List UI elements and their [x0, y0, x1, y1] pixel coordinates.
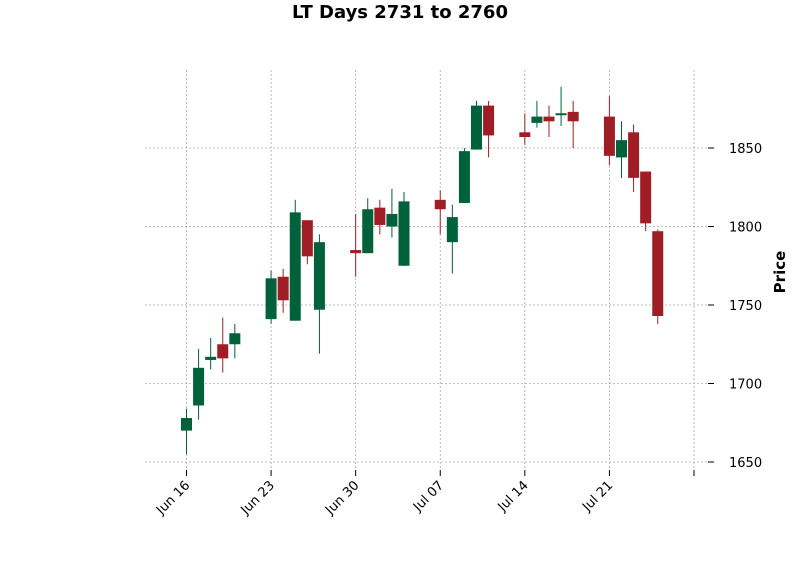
candle-body [531, 116, 543, 123]
candle [471, 100, 482, 150]
candle [374, 199, 386, 235]
candle [652, 229, 664, 324]
x-tick-label: Jun 16 [153, 478, 193, 518]
candle-body [458, 151, 470, 203]
candle-body [313, 242, 325, 310]
candle [531, 100, 543, 128]
candle-body [229, 333, 241, 345]
candle-body [301, 220, 313, 257]
candle-body [628, 132, 640, 178]
candle-body [616, 140, 627, 158]
candle-body [193, 367, 205, 406]
candle [350, 213, 362, 277]
candle [181, 408, 192, 455]
candle-body [543, 116, 555, 122]
x-tick-label: Jun 30 [322, 478, 362, 518]
candle-body [362, 209, 374, 254]
x-tick-label: Jul 21 [579, 478, 616, 515]
candle [386, 188, 398, 238]
candle [229, 323, 241, 359]
candle [603, 96, 615, 166]
y-tick-label: 1650 [729, 456, 762, 471]
candle [434, 190, 446, 235]
candles [181, 86, 664, 455]
y-axis-label: Price [771, 251, 789, 294]
candle [458, 148, 470, 203]
y-axis: 1650 1700 1750 1800 1850 [708, 142, 762, 471]
candle-body [446, 217, 458, 243]
candle-body [640, 171, 652, 224]
candle [555, 86, 567, 127]
candle-body [603, 116, 615, 156]
candle-body [434, 199, 446, 210]
x-tick-label: Jul 14 [495, 478, 532, 515]
candle-body [374, 207, 386, 225]
candle [446, 204, 458, 274]
candle [205, 337, 217, 370]
candle-body [277, 276, 289, 301]
candle [193, 348, 205, 420]
candle [398, 191, 410, 266]
y-tick-label: 1700 [729, 378, 762, 393]
candle-body [386, 213, 398, 227]
y-tick-label: 1800 [729, 221, 762, 236]
candle-body [350, 250, 362, 254]
candle [640, 171, 652, 232]
candle [313, 234, 325, 354]
candle [362, 198, 374, 254]
x-tick-label: Jun 23 [238, 478, 278, 518]
candle [301, 220, 313, 265]
candle [277, 268, 289, 313]
candle-body [181, 418, 192, 431]
candle [289, 199, 301, 321]
candle [519, 113, 531, 145]
candle-body [217, 344, 229, 359]
candle-body [289, 212, 301, 321]
candle-body [519, 132, 531, 138]
candle [217, 317, 229, 373]
x-tick-label: Jul 07 [410, 478, 447, 515]
candle-body [265, 278, 277, 320]
candle [616, 121, 627, 178]
y-tick-label: 1850 [729, 142, 762, 157]
y-tick-label: 1750 [729, 299, 762, 314]
chart-title: LT Days 2731 to 2760 [292, 2, 508, 23]
candle-body [567, 111, 579, 122]
candle-body [205, 356, 217, 360]
candle-body [555, 113, 567, 116]
candle [483, 100, 495, 158]
candle-body [483, 105, 495, 136]
candle [628, 124, 640, 192]
candle-body [652, 231, 664, 316]
candle [567, 100, 579, 148]
candle-body [471, 105, 482, 150]
candle [265, 270, 277, 324]
candle [543, 105, 555, 138]
grid [145, 70, 708, 470]
candle-body [398, 201, 410, 266]
x-axis: Jun 16 Jun 23 Jun 30 Jul 07 Jul 14 Jul 21 [153, 470, 695, 519]
